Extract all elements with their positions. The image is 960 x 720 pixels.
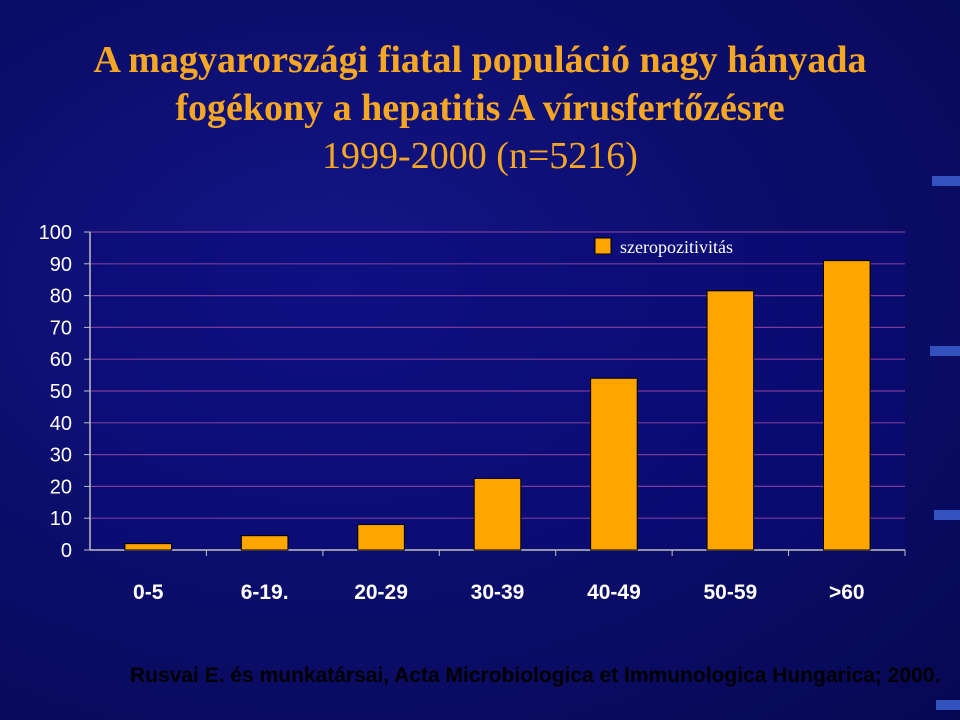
y-tick-label: 10	[50, 508, 72, 530]
decorative-stripe	[932, 176, 960, 186]
y-tick-label: 60	[50, 349, 72, 371]
bar	[823, 260, 871, 551]
bar	[240, 535, 289, 551]
source-citation: Rusvai E. és munkatársai, Acta Microbiol…	[130, 664, 941, 687]
x-tick-label: >60	[829, 581, 865, 604]
bar-chart: 0 10 20 30 40 50 60 70 80 90 100 0-5 6-19. 20-29 30-39…	[39, 222, 906, 604]
y-tick-label: 50	[50, 381, 72, 403]
title-line-3: 1999-2000 (n=5216)	[322, 135, 638, 177]
legend-label: szeropozitivitás	[620, 237, 733, 257]
bar	[124, 543, 173, 551]
x-tick-label: 6-19.	[241, 581, 289, 604]
bar	[357, 524, 405, 551]
bar	[473, 477, 522, 551]
title-line-2: fogékony a hepatitis A vírusfertőzésre	[175, 87, 785, 129]
y-tick-label: 90	[50, 254, 72, 276]
y-tick-label: 70	[50, 317, 72, 339]
slide-title: A magyarországi fiatal populáció nagy há…	[40, 36, 920, 180]
x-tick-label: 50-59	[703, 581, 757, 604]
title-line-1: A magyarországi fiatal populáció nagy há…	[93, 39, 867, 81]
bar	[706, 290, 755, 551]
decorative-stripe	[930, 346, 960, 356]
y-tick-label: 20	[50, 476, 72, 498]
y-tick-label: 0	[61, 540, 72, 562]
legend-swatch	[594, 237, 612, 255]
bar	[590, 377, 638, 551]
x-tick-label: 20-29	[354, 581, 408, 604]
x-tick-label: 40-49	[587, 581, 641, 604]
y-tick-label: 100	[39, 222, 72, 244]
decorative-stripe	[936, 700, 960, 710]
x-tick-label: 30-39	[471, 581, 525, 604]
y-tick-label: 80	[50, 286, 72, 308]
x-tick-label: 0-5	[133, 581, 164, 604]
y-tick-label: 30	[50, 445, 72, 467]
decorative-stripe	[934, 510, 960, 520]
y-tick-label: 40	[50, 413, 72, 435]
